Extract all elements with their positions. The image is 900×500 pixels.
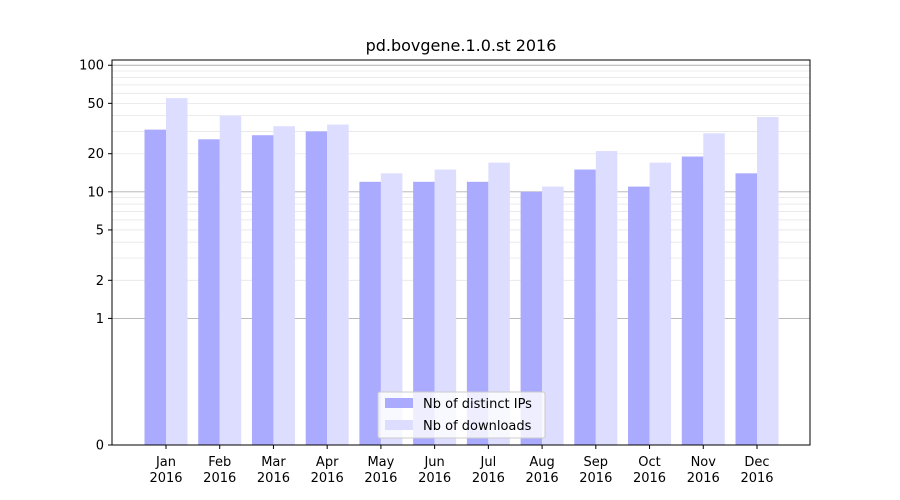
bar-distinct-ips-nov (681, 156, 704, 446)
bar-distinct-ips-sep (574, 169, 596, 445)
x-tick-label-year: 2016 (633, 471, 666, 486)
bar-distinct-ips-feb (198, 139, 220, 445)
bar-distinct-ips-dec (735, 173, 757, 445)
x-tick-label-year: 2016 (687, 471, 720, 486)
legend-label-downloads: Nb of downloads (423, 419, 532, 434)
bars (144, 98, 779, 446)
bar-downloads-feb (219, 115, 242, 445)
x-tick-label-month: Feb (208, 455, 231, 470)
plot-area-frame (111, 59, 811, 446)
bar-downloads-apr (327, 124, 349, 445)
y-tick-label: 20 (87, 147, 104, 162)
x-tick-label-year: 2016 (364, 471, 397, 486)
x-tick-label-month: May (367, 455, 394, 470)
y-axis: 0 1 2 5 10 20 50 100 (79, 59, 112, 454)
x-tick-label-year: 2016 (418, 471, 451, 486)
y-tick-label: 0 (96, 439, 104, 454)
x-tick-label-year: 2016 (472, 471, 505, 486)
x-tick-label-year: 2016 (526, 471, 559, 486)
x-tick-label-month: Apr (316, 455, 339, 470)
bar-distinct-ips-apr (305, 131, 328, 445)
chart-title: pd.bovgene.1.0.st 2016 (366, 36, 557, 55)
y-tick-label: 2 (96, 274, 104, 289)
x-tick-label-year: 2016 (149, 471, 182, 486)
legend-swatch-downloads (385, 420, 413, 430)
x-tick-label-month: Jul (480, 455, 497, 470)
x-tick-label-month: Jun (423, 455, 444, 470)
y-tick-label: 1 (96, 312, 104, 327)
x-tick-label-month: Mar (261, 455, 286, 470)
bar-downloads-aug (542, 186, 564, 446)
bar-downloads-may (380, 173, 403, 445)
bar-distinct-ips-aug (520, 191, 543, 445)
bar-distinct-ips-jul (466, 181, 489, 445)
x-tick-label-month: Nov (691, 455, 717, 470)
bar-downloads-mar (273, 126, 295, 446)
x-tick-label-month: Jan (155, 455, 176, 470)
y-tick-label: 5 (96, 223, 104, 238)
y-tick-label: 10 (87, 185, 104, 200)
x-tick-label-year: 2016 (203, 471, 236, 486)
x-axis: Jan2016Feb2016Mar2016Apr2016May2016Jun20… (149, 445, 774, 486)
bar-distinct-ips-jun (413, 181, 435, 445)
x-tick-label-month: Aug (529, 455, 554, 470)
legend-swatch-distinct-ips (385, 398, 413, 408)
x-tick-label-year: 2016 (257, 471, 290, 486)
legend: Nb of distinct IPs Nb of downloads (377, 391, 546, 439)
bar-distinct-ips-jan (144, 129, 166, 445)
x-tick-label-month: Dec (744, 455, 769, 470)
bar-downloads-jan (166, 98, 188, 445)
bar-distinct-ips-oct (628, 186, 650, 446)
bar-downloads-jul (488, 162, 510, 445)
bar-distinct-ips-mar (251, 135, 274, 445)
x-tick-label-year: 2016 (311, 471, 344, 486)
bar-downloads-dec (757, 117, 779, 446)
bar-downloads-sep (595, 151, 618, 445)
y-tick-label: 100 (79, 59, 104, 74)
x-tick-label-year: 2016 (740, 471, 773, 486)
x-tick-label-month: Oct (638, 455, 660, 470)
x-tick-label-month: Sep (584, 455, 609, 470)
bar-downloads-oct (649, 162, 672, 445)
bar-downloads-jun (434, 169, 457, 445)
legend-label-distinct-ips: Nb of distinct IPs (423, 397, 532, 412)
bar-distinct-ips-may (359, 181, 381, 445)
bar-downloads-nov (703, 133, 725, 445)
y-tick-label: 50 (87, 97, 104, 112)
x-tick-label-year: 2016 (579, 471, 612, 486)
legend-box (377, 391, 546, 439)
